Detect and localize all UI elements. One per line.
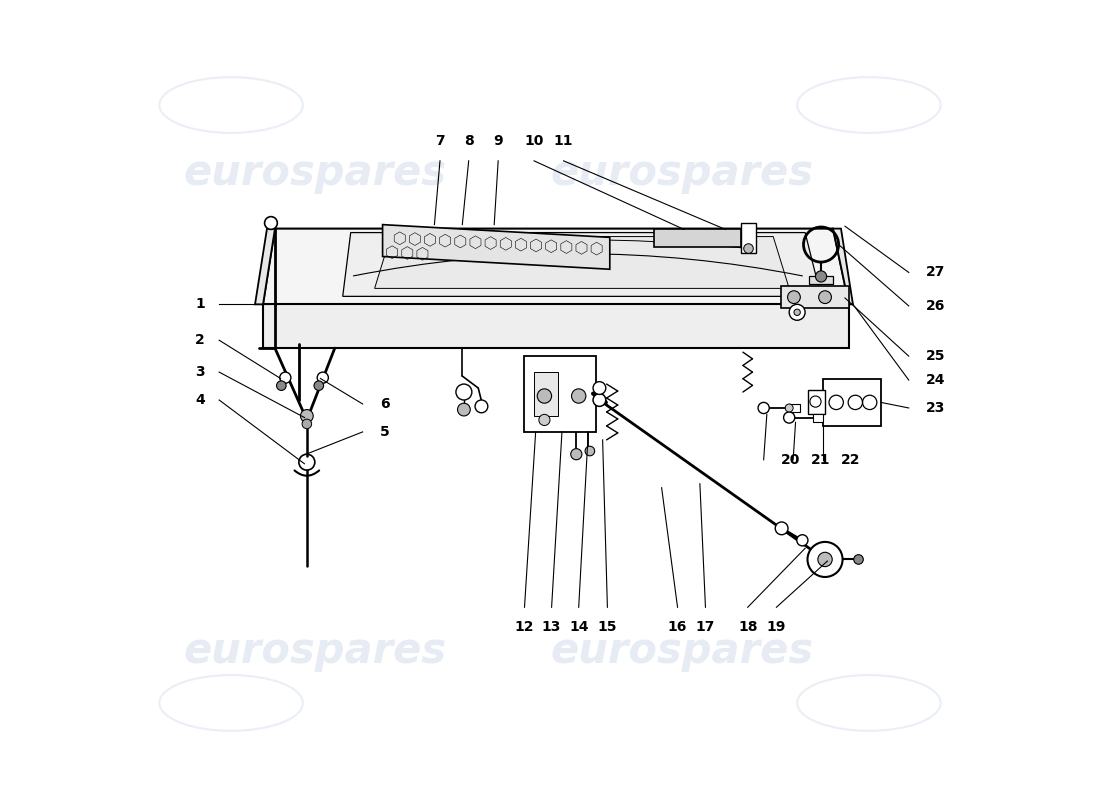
Text: 19: 19 xyxy=(767,620,786,634)
Circle shape xyxy=(818,290,832,303)
Circle shape xyxy=(314,381,323,390)
Circle shape xyxy=(785,404,793,412)
Circle shape xyxy=(593,394,606,406)
Text: 1: 1 xyxy=(195,298,205,311)
Bar xyxy=(810,277,833,285)
Circle shape xyxy=(279,372,290,383)
Polygon shape xyxy=(343,233,821,296)
Polygon shape xyxy=(833,229,853,304)
Text: 26: 26 xyxy=(926,299,946,313)
Text: 27: 27 xyxy=(926,266,946,279)
Circle shape xyxy=(815,271,826,282)
Text: 3: 3 xyxy=(195,365,205,379)
Bar xyxy=(653,230,741,247)
Text: 17: 17 xyxy=(696,620,715,634)
Text: 21: 21 xyxy=(811,453,830,466)
Circle shape xyxy=(818,552,833,566)
Text: 2: 2 xyxy=(195,334,205,347)
Circle shape xyxy=(458,403,471,416)
Polygon shape xyxy=(263,304,849,348)
Polygon shape xyxy=(375,237,789,288)
Text: eurospares: eurospares xyxy=(550,152,813,194)
Circle shape xyxy=(265,217,277,230)
Circle shape xyxy=(455,384,472,400)
Circle shape xyxy=(302,419,311,429)
Circle shape xyxy=(593,382,606,394)
Circle shape xyxy=(572,389,586,403)
Circle shape xyxy=(537,389,551,403)
Text: 11: 11 xyxy=(553,134,573,148)
Text: 22: 22 xyxy=(842,453,860,466)
Bar xyxy=(789,404,801,412)
Bar xyxy=(525,356,596,432)
Circle shape xyxy=(854,554,864,564)
Circle shape xyxy=(783,412,794,423)
Circle shape xyxy=(475,400,487,413)
Text: 12: 12 xyxy=(515,620,535,634)
Text: 7: 7 xyxy=(436,134,444,148)
Text: eurospares: eurospares xyxy=(184,630,447,672)
Text: 25: 25 xyxy=(926,349,946,363)
Text: 16: 16 xyxy=(668,620,688,634)
Text: 15: 15 xyxy=(597,620,617,634)
Polygon shape xyxy=(255,229,275,304)
Circle shape xyxy=(794,309,801,315)
Circle shape xyxy=(758,402,769,414)
Circle shape xyxy=(585,446,595,456)
Bar xyxy=(807,390,825,414)
Circle shape xyxy=(571,449,582,460)
Bar xyxy=(781,286,849,308)
Circle shape xyxy=(807,542,843,577)
Circle shape xyxy=(744,244,754,254)
Text: 13: 13 xyxy=(542,620,561,634)
Text: 8: 8 xyxy=(464,134,474,148)
Text: 23: 23 xyxy=(926,401,946,415)
Polygon shape xyxy=(383,225,609,270)
Text: 10: 10 xyxy=(525,134,543,148)
Text: 14: 14 xyxy=(569,620,589,634)
Bar xyxy=(535,372,558,416)
Text: 20: 20 xyxy=(781,453,801,466)
Text: 18: 18 xyxy=(738,620,758,634)
Circle shape xyxy=(788,290,801,303)
Text: 6: 6 xyxy=(381,397,389,411)
Bar xyxy=(741,223,756,254)
Polygon shape xyxy=(263,229,849,304)
Bar xyxy=(813,414,823,422)
Circle shape xyxy=(276,381,286,390)
Circle shape xyxy=(317,372,329,383)
Text: 5: 5 xyxy=(381,425,389,439)
Text: eurospares: eurospares xyxy=(550,630,813,672)
Circle shape xyxy=(300,410,313,422)
Circle shape xyxy=(796,534,807,546)
Text: 24: 24 xyxy=(926,373,946,387)
Circle shape xyxy=(539,414,550,426)
Text: 4: 4 xyxy=(195,393,205,407)
Circle shape xyxy=(776,522,788,534)
Text: 9: 9 xyxy=(494,134,503,148)
Bar xyxy=(824,379,881,426)
Circle shape xyxy=(789,304,805,320)
Text: eurospares: eurospares xyxy=(184,152,447,194)
